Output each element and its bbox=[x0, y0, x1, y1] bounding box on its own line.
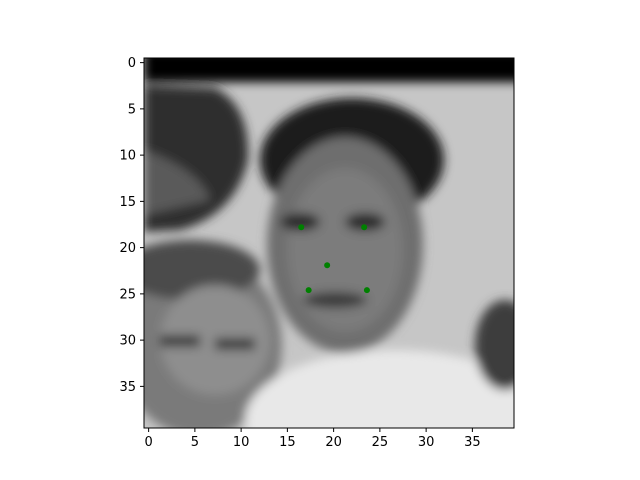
axis-ticks: 0 5 10 15 20 25 30 35 0 5 10 15 20 25 30 35 bbox=[119, 56, 480, 450]
x-tick-label: 20 bbox=[325, 435, 342, 450]
x-tick-label: 0 bbox=[144, 435, 152, 450]
x-tick-label: 5 bbox=[191, 435, 199, 450]
face-image bbox=[144, 58, 514, 428]
landmark-points bbox=[298, 224, 370, 294]
y-tick-label: 35 bbox=[119, 380, 136, 395]
x-tick-label: 25 bbox=[372, 435, 389, 450]
x-tick-label: 30 bbox=[418, 435, 435, 450]
y-tick-label: 5 bbox=[128, 102, 136, 117]
y-tick-label: 30 bbox=[119, 334, 136, 349]
x-tick-label: 10 bbox=[233, 435, 250, 450]
landmark-point bbox=[361, 224, 368, 231]
landmark-point bbox=[298, 224, 305, 231]
y-tick-label: 20 bbox=[119, 241, 136, 256]
landmark-point bbox=[363, 287, 370, 294]
x-tick-label: 35 bbox=[464, 435, 481, 450]
y-tick-label: 25 bbox=[119, 287, 136, 302]
y-tick-label: 10 bbox=[119, 149, 136, 164]
landmark-point bbox=[305, 287, 312, 294]
y-tick-label: 0 bbox=[128, 56, 136, 71]
axes-frame bbox=[143, 57, 515, 429]
landmark-point bbox=[324, 262, 331, 269]
x-tick-label: 15 bbox=[279, 435, 296, 450]
y-tick-label: 15 bbox=[119, 195, 136, 210]
